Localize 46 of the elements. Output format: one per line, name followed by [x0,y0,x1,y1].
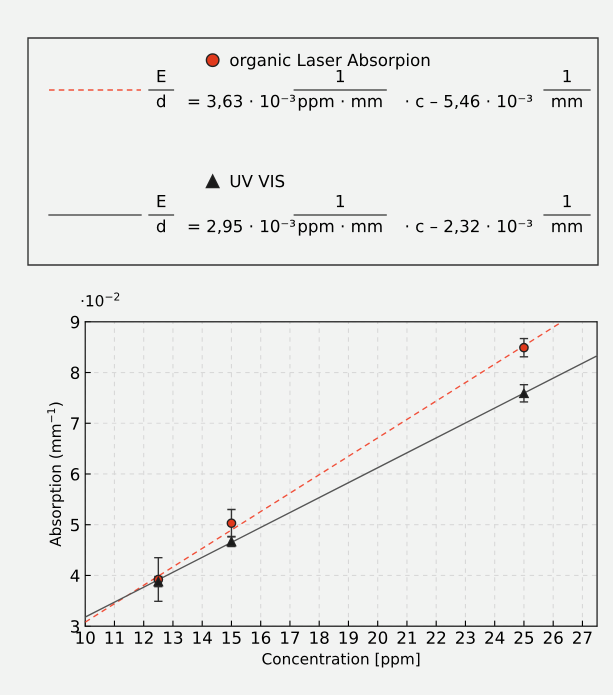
text: 1 [336,194,344,208]
text: ppm · mm [298,222,382,236]
x-tick-label: 17 [281,632,300,644]
text: mm [552,98,582,108]
x-tick-label: 15 [222,632,241,644]
y-tick-label: 3 [71,620,80,633]
y-tick-label: 9 [70,316,80,328]
x-tick-label: 24 [485,631,504,644]
x-tick-label: 18 [310,631,329,644]
x-tick-label: 12 [134,631,153,644]
x-tick-label: 23 [456,631,475,644]
text: · c – 5,46 · 10⁻³ [406,94,532,110]
x-tick-label: 14 [193,632,212,644]
text: 1 [336,70,344,82]
x-tick-label: 13 [164,631,182,644]
x-tick-label: 25 [514,631,534,644]
x-tick-label: 27 [573,631,592,644]
text: 1 [564,70,571,82]
y-tick-label: 5 [71,518,79,532]
y-axis-title: Absorption (mm$^{−1}$) [47,402,64,547]
x-tick-label: 20 [368,631,388,644]
text: 1 [564,194,571,208]
text: ppm · mm [298,98,382,111]
text: · c – 2,32 · 10⁻³ [406,220,532,234]
text: d [156,219,165,232]
y-tick-label: 8 [70,366,80,380]
x-tick-label: 21 [398,631,416,644]
text: E [158,70,166,82]
text: = 2,95 · 10⁻³ [188,220,296,234]
y-tick-label: 4 [70,570,80,582]
x-tick-label: 10 [76,631,95,644]
text: mm [552,222,582,232]
x-tick-label: 11 [106,632,124,644]
x-tick-label: 26 [544,631,563,644]
x-tick-label: 16 [252,631,270,644]
text: d [156,94,165,108]
x-tick-label: 19 [340,631,358,644]
text: ·10$^{−2}$ [82,292,120,307]
text: = 3,63 · 10⁻³ [188,94,296,110]
text: E [158,194,166,208]
y-tick-label: 6 [70,468,80,481]
x-axis-title: Concentration [ppm] [262,652,420,668]
x-tick-label: 22 [426,631,446,644]
y-tick-label: 7 [71,417,79,430]
legend-label: UV VIS [230,174,284,188]
legend-label: organic Laser Absorpion [230,53,430,70]
